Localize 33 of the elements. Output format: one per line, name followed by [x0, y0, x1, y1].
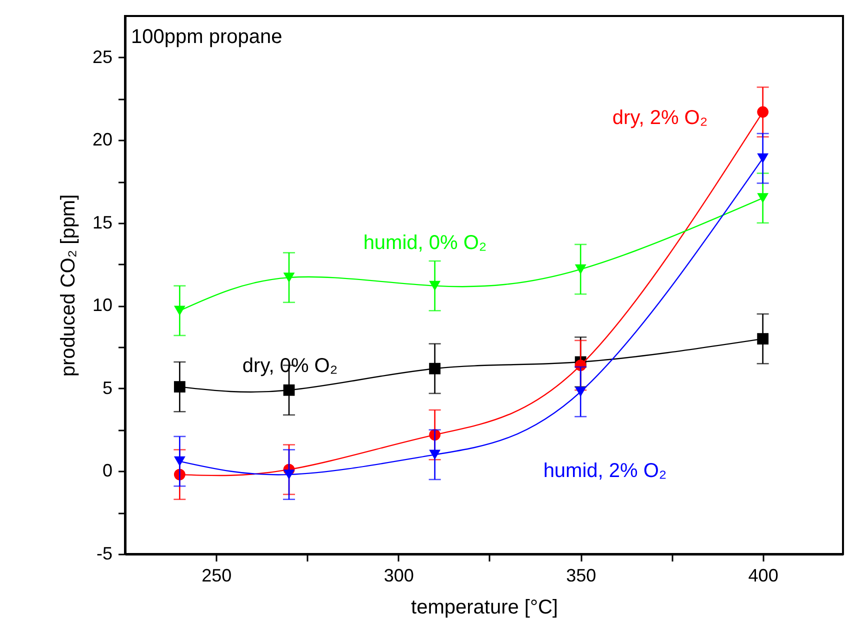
point [574, 386, 586, 397]
point [283, 272, 295, 282]
point [429, 450, 440, 460]
y-tick-label: -5 [96, 544, 112, 564]
x-tick-label: 350 [566, 566, 596, 586]
y-tick-label: 25 [92, 46, 112, 67]
series-label: humid, 0% O₂ [363, 232, 487, 254]
point [757, 193, 769, 204]
x-tick-label: 250 [202, 566, 232, 586]
point [757, 106, 769, 118]
series-label: dry, 0% O₂ [242, 355, 338, 377]
point [574, 264, 586, 274]
point [429, 362, 440, 374]
y-tick-label: 10 [92, 295, 112, 316]
point [174, 381, 186, 393]
point [174, 456, 186, 466]
x-axis-title: temperature [°C] [411, 596, 558, 618]
point [757, 153, 769, 164]
point [283, 384, 295, 396]
y-tick-label: 0 [102, 460, 112, 481]
point [174, 306, 186, 316]
y-tick-label: 15 [92, 212, 112, 232]
series-label: dry, 2% O₂ [612, 107, 708, 129]
x-tick-label: 300 [384, 566, 414, 586]
y-tick-label: 20 [92, 130, 112, 150]
point [757, 333, 769, 344]
point [283, 470, 295, 480]
annotation: 100ppm propane [131, 26, 282, 48]
point [429, 280, 440, 291]
x-tick-label: 400 [748, 566, 778, 586]
y-tick-label: 5 [102, 378, 112, 398]
series-label: humid, 2% O₂ [543, 460, 667, 482]
y-axis-title: produced CO₂ [ppm] [57, 194, 80, 377]
